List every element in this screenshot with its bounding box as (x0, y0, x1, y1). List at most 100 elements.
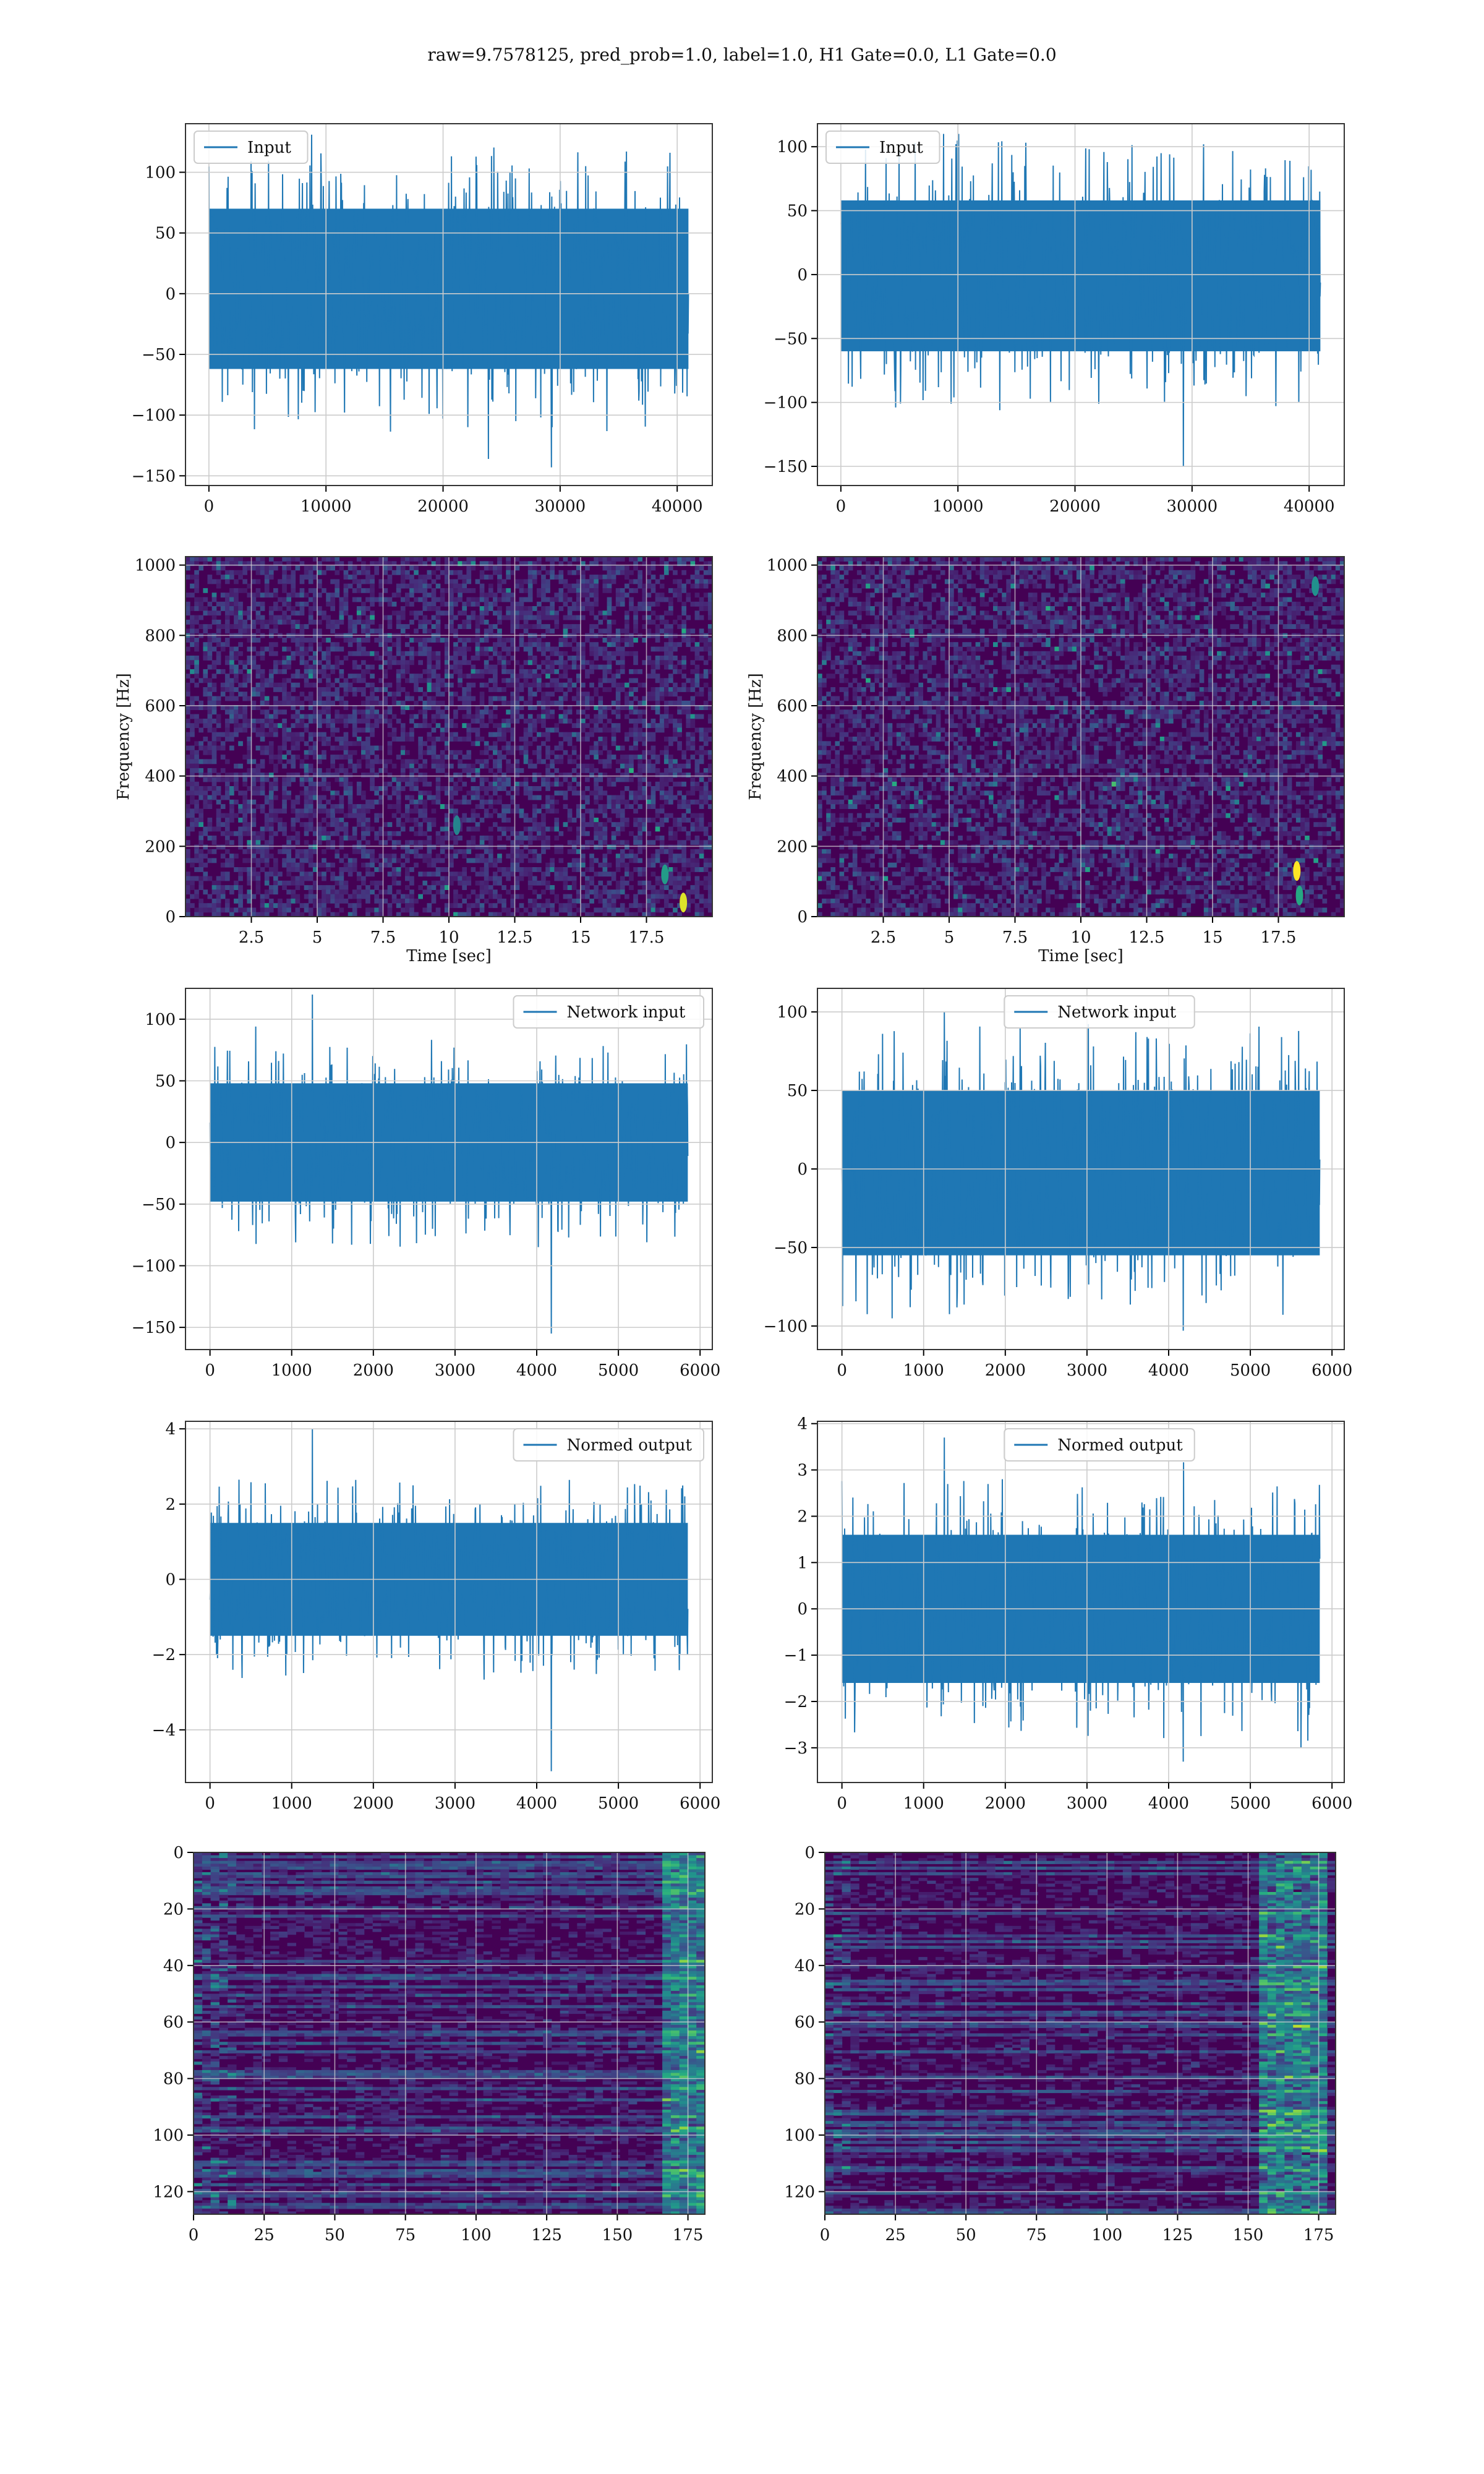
heatmap-cell (365, 628, 370, 634)
heatmap-cell (673, 718, 678, 724)
heatmap-cell (326, 619, 331, 625)
heatmap-cell (400, 813, 406, 818)
heatmap-cell (251, 646, 257, 652)
heatmap-cell (475, 790, 480, 796)
heatmap-cell (673, 831, 678, 836)
heatmap-cell (659, 790, 665, 796)
heatmap-cell (186, 737, 190, 742)
heatmap-cell (343, 723, 349, 729)
heatmap-cell (484, 763, 489, 769)
heatmap-cell (510, 831, 516, 836)
heatmap-cell (304, 565, 309, 571)
heatmap-cell (668, 854, 673, 859)
heatmap-cell (440, 840, 445, 845)
heatmap-cell (571, 818, 577, 823)
heatmap-cell (194, 718, 199, 724)
heatmap-cell (224, 759, 230, 764)
heatmap-cell (186, 682, 190, 688)
heatmap-cell (352, 678, 357, 683)
heatmap-cell (238, 705, 243, 710)
heatmap-cell (238, 709, 243, 715)
heatmap-cell (251, 700, 257, 706)
heatmap-cell (563, 822, 568, 828)
heatmap-cell (435, 777, 441, 782)
heatmap-cell (625, 822, 629, 828)
heatmap-cell (238, 871, 243, 877)
heatmap-cell (361, 646, 366, 652)
heatmap-cell (510, 615, 516, 620)
heatmap-cell (396, 822, 401, 828)
heatmap-cell (703, 583, 709, 589)
heatmap-cell (273, 709, 278, 715)
heatmap-cell (673, 876, 678, 881)
heatmap-cell (673, 691, 678, 697)
heatmap-cell (234, 813, 239, 818)
heatmap-cell (273, 561, 278, 567)
heatmap-cell (471, 718, 476, 724)
heatmap-cell (479, 714, 485, 719)
heatmap-cell (326, 786, 331, 791)
heatmap-cell (519, 561, 524, 567)
heatmap-cell (537, 700, 542, 706)
heatmap-cell (694, 669, 700, 674)
heatmap-cell (527, 826, 533, 832)
heatmap-cell (633, 561, 638, 567)
heatmap-cell (607, 678, 612, 683)
heatmap-cell (431, 862, 437, 868)
heatmap-cell (567, 755, 573, 760)
heatmap-cell (418, 808, 423, 814)
heatmap-cell (242, 755, 247, 760)
heatmap-cell (295, 755, 301, 760)
heatmap-cell (255, 557, 261, 562)
heatmap-cell (365, 570, 370, 575)
heatmap-cell (449, 682, 454, 688)
heatmap-cell (207, 700, 213, 706)
heatmap-cell (571, 885, 577, 890)
heatmap-cell (238, 840, 243, 845)
heatmap-cell (659, 880, 665, 886)
heatmap-cell (234, 646, 239, 652)
heatmap-cell (527, 669, 533, 674)
heatmap-cell (571, 732, 577, 737)
heatmap-cell (554, 646, 560, 652)
heatmap-cell (571, 638, 577, 643)
heatmap-cell (532, 606, 537, 611)
heatmap-cell (435, 687, 441, 692)
heatmap-cell (203, 557, 208, 562)
heatmap-cell (414, 628, 419, 634)
heatmap-cell (594, 871, 599, 877)
heatmap-cell (203, 642, 208, 648)
heatmap-cell (646, 565, 652, 571)
heatmap-cell (383, 822, 388, 828)
heatmap-cell (286, 579, 291, 584)
heatmap-cell (462, 579, 467, 584)
heatmap-cell (479, 871, 485, 877)
heatmap-cell (370, 759, 375, 764)
heatmap-cell (422, 638, 428, 643)
heatmap-cell (510, 570, 516, 575)
heatmap-cell (255, 588, 261, 593)
heatmap-cell (216, 799, 221, 805)
heatmap-cell (444, 656, 450, 661)
heatmap-cell (374, 818, 379, 823)
heatmap-cell (440, 678, 445, 683)
heatmap-cell (427, 849, 432, 854)
heatmap-cell (545, 745, 550, 751)
heatmap-cell (655, 849, 660, 854)
heatmap-cell (567, 773, 573, 778)
heatmap-cell (216, 822, 221, 828)
heatmap-cell (545, 642, 550, 648)
heatmap-cell (335, 768, 340, 773)
heatmap-cell (295, 709, 301, 715)
heatmap-cell (352, 705, 357, 710)
heatmap-cell (484, 759, 489, 764)
heatmap-cell (229, 691, 234, 697)
heatmap-cell (194, 854, 199, 859)
heatmap-cell (488, 768, 493, 773)
heatmap-cell (694, 813, 700, 818)
heatmap-cell (594, 818, 599, 823)
heatmap-cell (308, 646, 313, 652)
heatmap-cell (295, 601, 301, 607)
heatmap-cell (638, 786, 642, 791)
heatmap-cell (514, 790, 520, 796)
